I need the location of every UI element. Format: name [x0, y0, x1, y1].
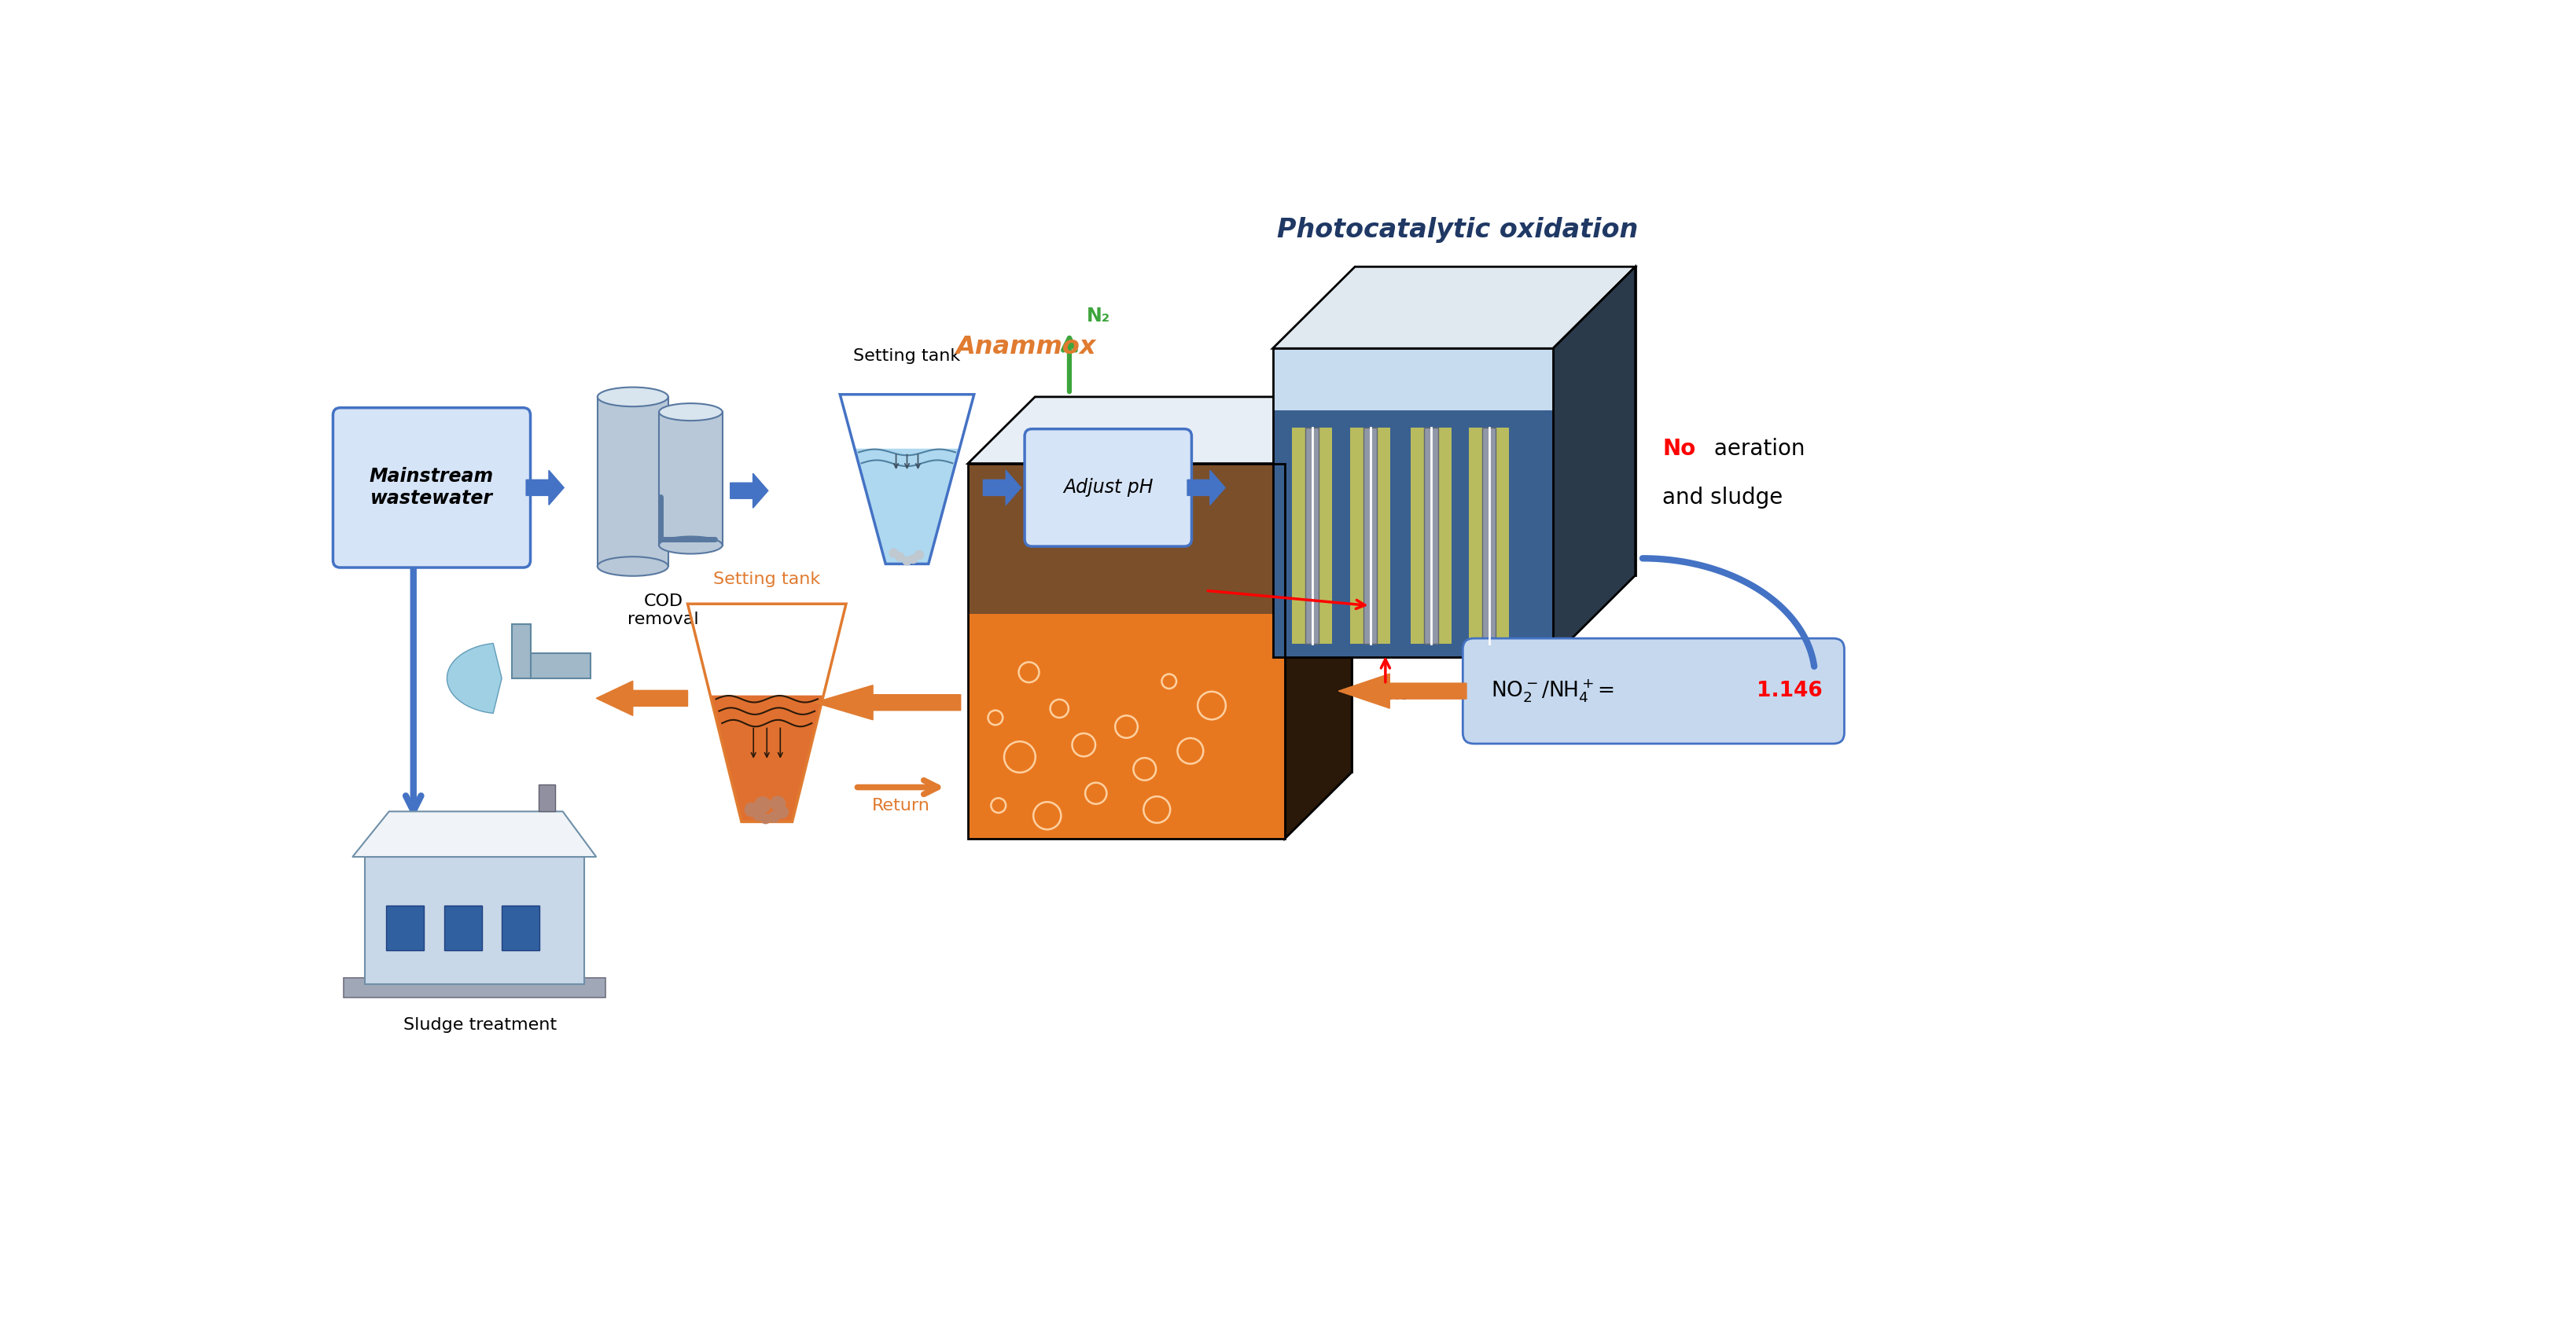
Circle shape	[896, 552, 904, 561]
Bar	[528, 653, 590, 678]
Bar	[1363, 428, 1378, 644]
FancyArrow shape	[1340, 674, 1466, 709]
Bar	[659, 412, 721, 545]
Polygon shape	[1273, 410, 1553, 657]
Polygon shape	[1355, 267, 1636, 576]
Bar	[1306, 428, 1319, 644]
Bar	[1412, 428, 1450, 644]
Circle shape	[752, 809, 765, 821]
Bar	[1293, 428, 1332, 644]
Bar	[1481, 428, 1497, 644]
Bar	[1468, 428, 1510, 644]
FancyBboxPatch shape	[332, 408, 531, 568]
Bar	[598, 396, 667, 567]
Bar	[538, 785, 556, 811]
Polygon shape	[688, 604, 845, 696]
FancyBboxPatch shape	[1463, 638, 1844, 743]
Circle shape	[909, 555, 917, 564]
FancyArrow shape	[814, 685, 961, 720]
Text: Return: Return	[871, 798, 930, 814]
Polygon shape	[446, 644, 502, 713]
Circle shape	[770, 797, 786, 811]
Polygon shape	[1285, 396, 1352, 839]
Ellipse shape	[598, 387, 667, 407]
Ellipse shape	[659, 403, 721, 420]
Circle shape	[755, 797, 770, 813]
Text: and sludge: and sludge	[1662, 487, 1783, 508]
Polygon shape	[1273, 267, 1636, 348]
Text: Adjust pH: Adjust pH	[1064, 479, 1154, 497]
Text: Setting tank: Setting tank	[714, 571, 819, 587]
FancyArrow shape	[1188, 471, 1226, 505]
Bar	[513, 624, 531, 678]
Polygon shape	[1036, 396, 1352, 773]
Text: NO$_2^-$/NH$_4^+$=: NO$_2^-$/NH$_4^+$=	[1492, 678, 1615, 705]
Ellipse shape	[659, 536, 721, 553]
Bar	[366, 857, 585, 984]
Polygon shape	[1553, 267, 1636, 657]
Polygon shape	[969, 613, 1285, 839]
Text: Anammox: Anammox	[956, 335, 1097, 359]
Text: 1.146: 1.146	[1757, 681, 1821, 701]
Text: Photocatalyst: Photocatalyst	[1074, 583, 1193, 598]
Circle shape	[760, 814, 770, 823]
Bar	[502, 906, 538, 951]
Circle shape	[744, 803, 757, 817]
Text: No: No	[1662, 438, 1695, 460]
FancyArrow shape	[732, 473, 768, 508]
Text: Setting tank: Setting tank	[853, 348, 961, 363]
Text: Photocatalytic oxidation: Photocatalytic oxidation	[1278, 217, 1638, 242]
Bar	[1425, 428, 1437, 644]
Text: N₂: N₂	[1087, 307, 1110, 326]
Polygon shape	[1273, 348, 1553, 410]
FancyArrow shape	[526, 471, 564, 505]
Text: COD
removal: COD removal	[629, 593, 698, 628]
FancyArrow shape	[595, 681, 688, 716]
Text: Light: Light	[1363, 688, 1406, 704]
Bar	[343, 978, 605, 998]
Text: aeration: aeration	[1708, 438, 1806, 460]
Circle shape	[914, 551, 922, 559]
Ellipse shape	[598, 557, 667, 576]
FancyArrow shape	[984, 471, 1020, 505]
Circle shape	[768, 811, 781, 822]
Circle shape	[889, 549, 899, 557]
Polygon shape	[969, 463, 1285, 613]
Polygon shape	[969, 396, 1352, 463]
Polygon shape	[711, 696, 824, 822]
Text: Sludge treatment: Sludge treatment	[404, 1017, 556, 1033]
FancyBboxPatch shape	[1025, 430, 1193, 547]
Circle shape	[902, 557, 912, 565]
Text: Mainstream
wastewater: Mainstream wastewater	[368, 467, 495, 508]
Polygon shape	[353, 811, 595, 857]
Circle shape	[775, 806, 788, 818]
Bar	[1350, 428, 1391, 644]
Polygon shape	[855, 448, 958, 564]
Bar	[386, 906, 425, 951]
Bar	[443, 906, 482, 951]
